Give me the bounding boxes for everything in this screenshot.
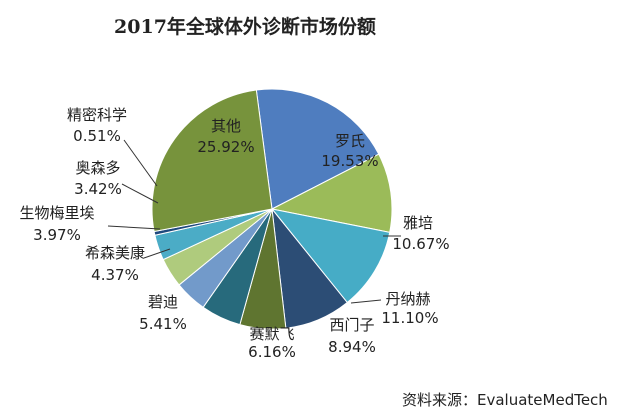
slice-name-label: 西门子 xyxy=(329,316,374,334)
pie-slice xyxy=(270,208,391,304)
leader-line xyxy=(143,248,171,259)
slice-value-label: 0.51% xyxy=(73,127,121,145)
slice-value-label: 11.10% xyxy=(381,309,438,327)
pie-slice xyxy=(270,153,393,233)
slice-name-label: 生物梅里埃 xyxy=(19,204,94,222)
slice-name-label: 奥森多 xyxy=(75,159,120,177)
slice-value-label: 5.41% xyxy=(139,315,187,333)
leader-lines xyxy=(107,139,401,304)
slice-name-label: 赛默飞 xyxy=(249,325,294,343)
leader-line xyxy=(107,225,161,230)
slice-value-label: 3.42% xyxy=(74,180,122,198)
leader-line xyxy=(121,183,159,204)
slice-name-label: 其他 xyxy=(211,117,241,135)
slice-value-label: 6.16% xyxy=(248,343,296,361)
chart-title: 2017年全球体外诊断市场份额 xyxy=(114,15,376,38)
pie-slice xyxy=(151,89,273,233)
leader-line xyxy=(350,299,382,304)
slice-value-label: 19.53% xyxy=(321,152,378,170)
pie-slice xyxy=(255,88,380,210)
slice-value-label: 8.94% xyxy=(328,338,376,356)
source-note: 资料来源：EvaluateMedTech xyxy=(402,391,608,409)
slice-value-label: 10.67% xyxy=(392,235,449,253)
pie-slices xyxy=(151,88,393,330)
slice-name-label: 罗氏 xyxy=(335,132,365,150)
slice-value-label: 3.97% xyxy=(33,226,81,244)
slice-value-label: 4.37% xyxy=(91,266,139,284)
slice-name-label: 希森美康 xyxy=(85,244,145,262)
leader-line xyxy=(123,139,158,187)
slice-value-label: 25.92% xyxy=(197,138,254,156)
slice-name-label: 丹纳赫 xyxy=(385,290,430,308)
slice-name-label: 雅培 xyxy=(403,214,433,232)
slice-name-label: 精密科学 xyxy=(67,106,127,124)
slice-name-label: 碧迪 xyxy=(148,293,178,311)
